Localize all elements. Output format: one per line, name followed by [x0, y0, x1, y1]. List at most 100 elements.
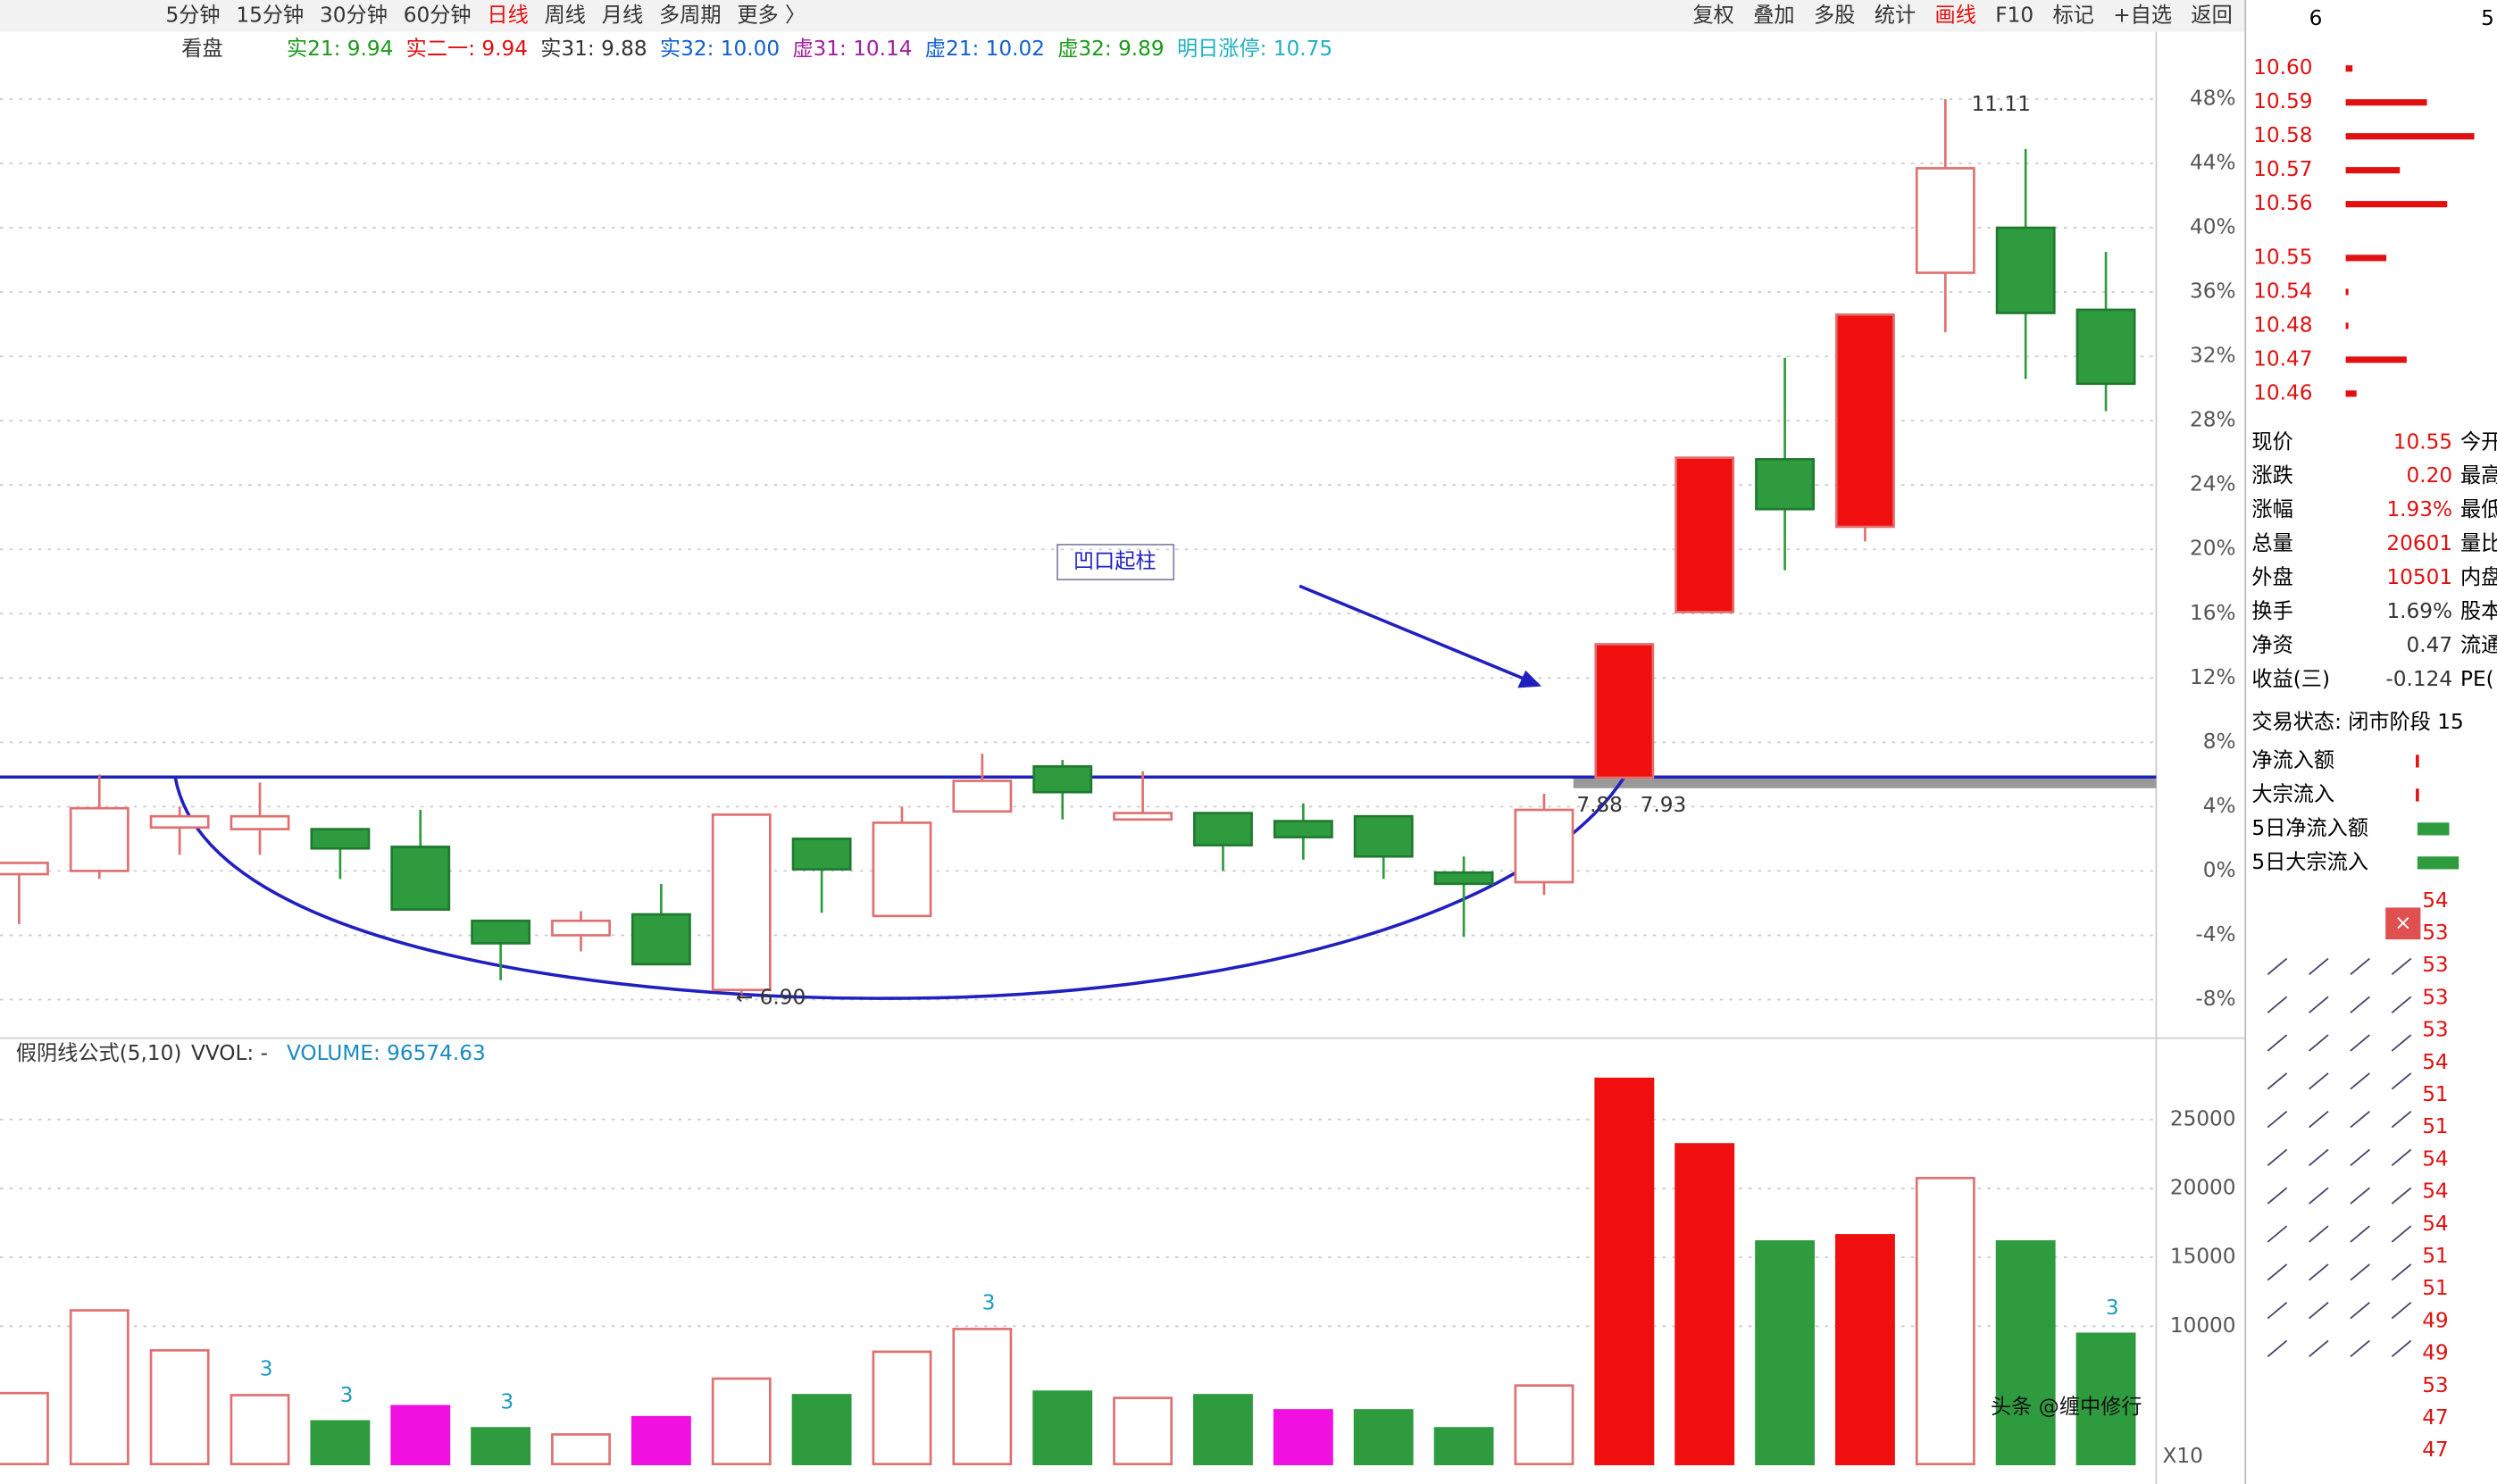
- tool-button[interactable]: 多股: [1814, 3, 1855, 27]
- volume-bar: [230, 1394, 290, 1466]
- volume-bar: [390, 1405, 451, 1466]
- candle-body: [230, 814, 290, 830]
- volume-bar: [872, 1350, 932, 1466]
- side-number: 53: [2422, 1373, 2448, 1397]
- volume-bar: [551, 1433, 611, 1466]
- draw-tool[interactable]: [2391, 1187, 2412, 1205]
- volume-bar: [1674, 1143, 1735, 1466]
- draw-tool[interactable]: [2267, 1187, 2288, 1205]
- period-tab[interactable]: 多周期: [659, 3, 722, 27]
- draw-tool[interactable]: [2350, 1072, 2370, 1090]
- draw-tool[interactable]: [2391, 1072, 2412, 1090]
- period-tab[interactable]: 月线: [602, 3, 643, 27]
- candle-body: [390, 846, 451, 911]
- side-number: 53: [2422, 1018, 2448, 1042]
- close-icon: ×: [2394, 911, 2411, 935]
- draw-tool[interactable]: [2391, 1263, 2412, 1281]
- toolbar-bg: [0, 0, 2246, 32]
- draw-tool[interactable]: [2309, 957, 2329, 976]
- flow-label: 5日净流入额: [2251, 816, 2368, 840]
- draw-tool[interactable]: [2350, 1339, 2370, 1357]
- period-tab[interactable]: 15分钟: [236, 3, 304, 27]
- draw-tool[interactable]: [2391, 996, 2412, 1013]
- order-price: 10.57: [2253, 157, 2312, 181]
- volume-bar: [631, 1415, 691, 1466]
- draw-tool[interactable]: [2391, 1034, 2412, 1052]
- order-bar: [2345, 167, 2401, 174]
- candle-body: [1835, 313, 1895, 529]
- tool-button[interactable]: 画线: [1935, 3, 1976, 27]
- quote-value: 10.55: [2393, 429, 2452, 454]
- draw-tool[interactable]: [2309, 1339, 2329, 1357]
- tool-button[interactable]: 叠加: [1753, 3, 1794, 27]
- volume-bar: [1273, 1409, 1333, 1466]
- draw-tool[interactable]: [2391, 1301, 2412, 1320]
- quote-label: 总量: [2251, 531, 2292, 555]
- draw-tool[interactable]: [2267, 1339, 2288, 1357]
- volume-mark: 3: [500, 1390, 514, 1414]
- draw-tool[interactable]: [2309, 1034, 2329, 1052]
- period-tab[interactable]: 60分钟: [404, 3, 472, 27]
- tool-button[interactable]: 标记: [2053, 3, 2094, 27]
- period-tab[interactable]: 更多 〉: [737, 3, 806, 27]
- draw-tool[interactable]: [2391, 1225, 2412, 1243]
- draw-tool[interactable]: [2391, 1339, 2412, 1357]
- candle-body: [310, 828, 371, 850]
- side-number: 51: [2422, 1244, 2448, 1268]
- tool-button[interactable]: +自选: [2113, 3, 2172, 27]
- draw-tool[interactable]: [2309, 1072, 2329, 1090]
- draw-tool[interactable]: [2350, 1263, 2370, 1281]
- y-tick-label: 15000: [2170, 1245, 2236, 1269]
- volume-bar: [69, 1309, 129, 1466]
- draw-tool[interactable]: [2309, 1301, 2329, 1320]
- draw-tool[interactable]: [2350, 1111, 2370, 1129]
- draw-tool[interactable]: [2350, 1148, 2370, 1167]
- close-button[interactable]: [2385, 907, 2421, 940]
- draw-tool[interactable]: [2309, 1225, 2329, 1243]
- draw-tool[interactable]: [2267, 1111, 2288, 1129]
- draw-tool[interactable]: [2391, 957, 2412, 976]
- y-tick-label: 0%: [2203, 858, 2236, 882]
- order-bar: [2345, 65, 2353, 72]
- flow-label: 5日大宗流入: [2251, 850, 2368, 874]
- draw-tool[interactable]: [2309, 1111, 2329, 1129]
- draw-tool[interactable]: [2309, 1187, 2329, 1205]
- draw-tool[interactable]: [2267, 1263, 2288, 1281]
- draw-tool[interactable]: [2350, 1034, 2370, 1052]
- period-tab[interactable]: 周线: [545, 3, 586, 27]
- period-tab[interactable]: 30分钟: [320, 3, 388, 27]
- volume-mark: 3: [260, 1356, 273, 1380]
- draw-tool[interactable]: [2309, 1263, 2329, 1281]
- volume-bar: [1755, 1240, 1816, 1466]
- draw-tool[interactable]: [2350, 957, 2370, 976]
- tool-button[interactable]: F10: [1995, 3, 2034, 27]
- draw-tool[interactable]: [2267, 996, 2288, 1013]
- draw-tool[interactable]: [2267, 1225, 2288, 1243]
- draw-tool[interactable]: [2350, 1225, 2370, 1243]
- tool-button[interactable]: 返回: [2191, 3, 2232, 27]
- draw-tool[interactable]: [2267, 1148, 2288, 1167]
- draw-tool[interactable]: [2267, 1301, 2288, 1320]
- draw-tool[interactable]: [2309, 996, 2329, 1013]
- corner-text: 5: [2481, 6, 2494, 30]
- indicator: 明日涨停: 10.75: [1177, 37, 1332, 61]
- draw-tool[interactable]: [2350, 1301, 2370, 1320]
- draw-tool[interactable]: [2350, 1187, 2370, 1205]
- draw-tool[interactable]: [2267, 1034, 2288, 1052]
- draw-tool[interactable]: [2391, 1148, 2412, 1167]
- tool-button[interactable]: 复权: [1693, 3, 1734, 27]
- period-tab[interactable]: 日线: [487, 3, 528, 27]
- side-number: 49: [2422, 1341, 2448, 1365]
- draw-tool[interactable]: [2391, 1111, 2412, 1129]
- draw-tool[interactable]: [2267, 957, 2288, 976]
- order-price: 10.47: [2253, 346, 2312, 371]
- period-tab[interactable]: 5分钟: [165, 3, 220, 27]
- candle-body: [1995, 226, 2056, 314]
- volume-bar: [1835, 1234, 1895, 1466]
- draw-tool[interactable]: [2309, 1148, 2329, 1167]
- draw-tool[interactable]: [2267, 1072, 2288, 1090]
- annotation: 凹口起柱: [1073, 549, 1157, 573]
- draw-tool[interactable]: [2350, 996, 2370, 1013]
- candle-body: [1273, 820, 1333, 838]
- tool-button[interactable]: 统计: [1875, 3, 1916, 27]
